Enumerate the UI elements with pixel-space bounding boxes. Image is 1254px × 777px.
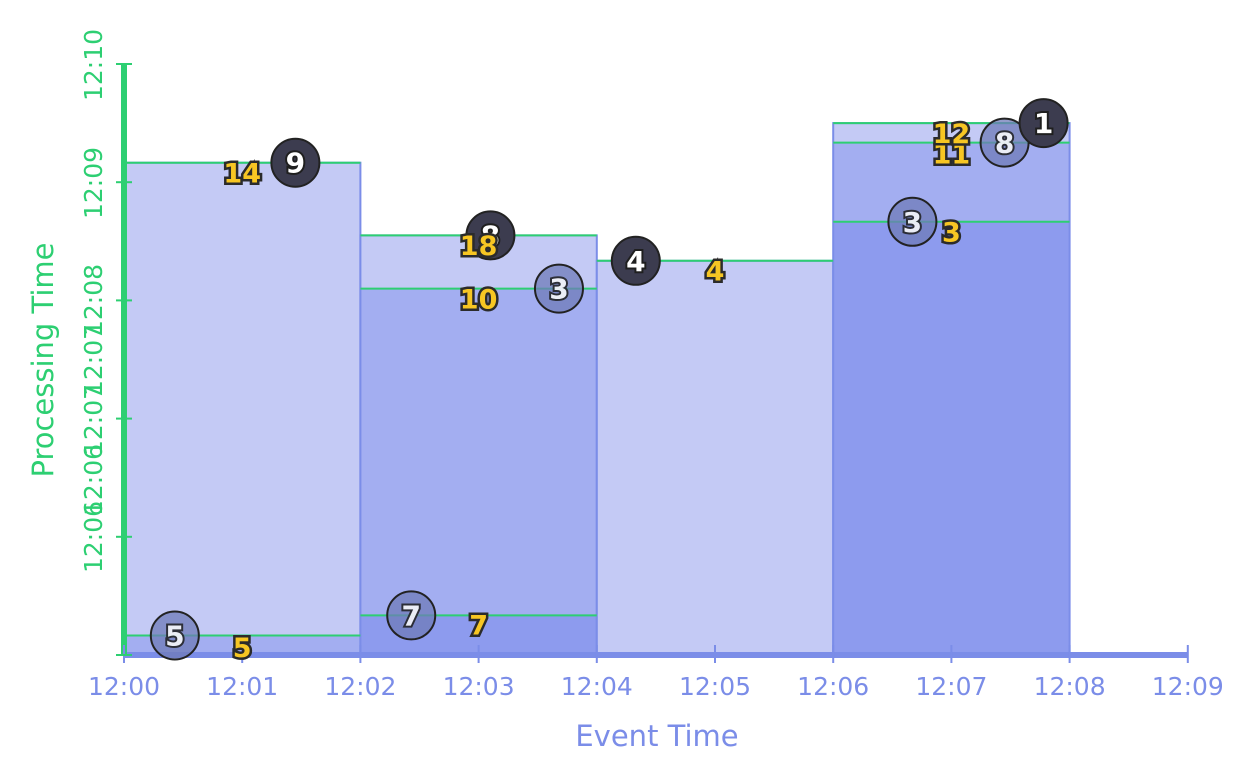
result-label: 18 — [460, 231, 498, 262]
y-axis-title: Processing Time — [26, 242, 60, 477]
data-marker: 8 — [465, 210, 516, 261]
marker-label: 8 — [481, 219, 500, 252]
marker-circle — [149, 610, 200, 661]
marker-label: 3 — [549, 273, 568, 306]
x-tick-label: 12:07 — [915, 672, 987, 701]
x-axis-title: Event Time — [575, 719, 738, 753]
marker-label: 8 — [995, 127, 1014, 160]
y-tick-label: 12:08 — [79, 264, 108, 336]
y-tick-label: 12:09 — [79, 147, 108, 219]
x-tick-label: 12:08 — [1034, 672, 1106, 701]
marker-label: 1 — [1034, 107, 1053, 140]
x-axis-ticks: 12:00 12:01 12:02 12:03 12:04 12:05 12:06 12:07… — [88, 645, 1224, 701]
marker-circle — [1018, 98, 1069, 149]
marker-circle — [270, 137, 321, 188]
result-label: 12 — [933, 119, 971, 150]
marker-circle — [610, 235, 661, 286]
y-tick-label: 12:07 — [79, 384, 108, 456]
axes — [121, 64, 1188, 658]
x-tick-label: 12:06 — [797, 672, 869, 701]
x-tick-label: 12:03 — [443, 672, 515, 701]
data-marker: 5 — [149, 610, 200, 661]
y-tick-label: 12:07 — [79, 324, 108, 396]
data-marker: 3 — [887, 196, 938, 247]
marker-label: 4 — [626, 245, 645, 278]
window-band — [360, 288, 597, 616]
result-label: 7 — [469, 611, 488, 642]
window-band — [833, 142, 1070, 222]
marker-label: 7 — [401, 599, 420, 632]
x-tick-label: 12:09 — [1152, 672, 1224, 701]
marker-circle — [887, 196, 938, 247]
y-tick-label: 12:06 — [79, 501, 108, 573]
x-tick-label: 12:02 — [324, 672, 396, 701]
data-marker: 3 — [533, 263, 584, 314]
marker-circle — [386, 590, 437, 641]
data-marker: 4 — [610, 235, 661, 286]
x-tick-label: 12:01 — [206, 672, 278, 701]
y-tick-label: 12:06 — [79, 444, 108, 516]
data-marker: 1 — [1018, 98, 1069, 149]
marker-label: 9 — [286, 147, 305, 180]
data-marker: 7 — [386, 590, 437, 641]
marker-circle — [465, 210, 516, 261]
window-band — [833, 221, 1070, 655]
window-panes — [123, 122, 1071, 657]
result-label: 4 — [706, 257, 725, 288]
result-label: 11 — [933, 140, 971, 171]
window-band — [124, 162, 361, 636]
result-label: 14 — [223, 158, 261, 189]
result-label: 10 — [460, 284, 498, 315]
x-tick-label: 12:04 — [561, 672, 633, 701]
result-label: 3 — [942, 218, 961, 249]
marker-label: 5 — [165, 619, 184, 652]
marker-circle — [533, 263, 584, 314]
y-tick-label: 12:10 — [79, 29, 108, 101]
x-tick-label: 12:05 — [679, 672, 751, 701]
marker-label: 3 — [903, 206, 922, 239]
window-band — [596, 260, 834, 655]
result-label: 5 — [233, 633, 252, 664]
data-marker: 9 — [270, 137, 321, 188]
data-marker: 8 — [979, 117, 1030, 168]
x-tick-label: 12:00 — [88, 672, 160, 701]
